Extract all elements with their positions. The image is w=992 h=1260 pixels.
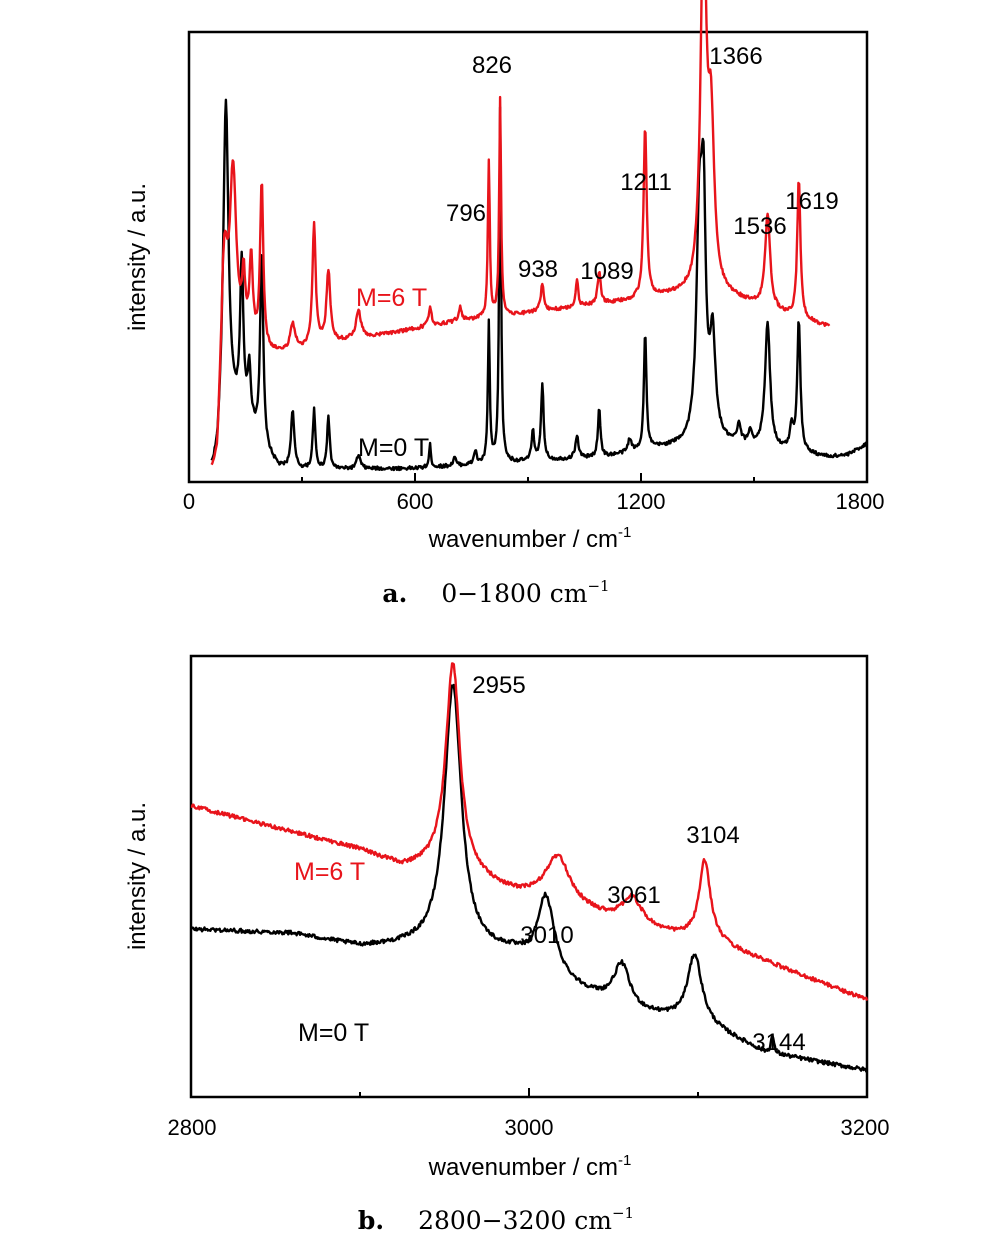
caption-b: b. 2800−3200 cm−1 [358,1204,634,1235]
x-axis-ticks [188,473,868,482]
tick-label: 3000 [505,1115,554,1140]
peak-label: 796 [446,200,486,227]
peak-label: 1536 [733,213,786,240]
tick-label: 1800 [836,489,885,514]
panel-a-chart: 0 600 1200 1800 wavenumber / cm-1 intens… [124,0,884,608]
caption-a: a. 0−1800 cm−1 [382,577,609,608]
peak-label: 2955 [472,672,525,699]
peak-label: 1089 [580,258,633,285]
series-line-m0 [190,683,869,1073]
peak-label: 3144 [752,1029,805,1056]
series-line-m0 [210,98,869,472]
x-axis-title: wavenumber / cm-1 [428,524,632,553]
tick-label: 0 [183,489,195,514]
peak-label: 1619 [785,188,838,215]
peak-label: 3010 [520,922,573,949]
series-label-m6: M=6 T [294,858,365,886]
tick-label: 3200 [841,1115,890,1140]
peak-label: 1366 [709,43,762,70]
tick-label: 1200 [617,489,666,514]
peak-label: 3061 [607,882,660,909]
tick-label: 2800 [168,1115,217,1140]
x-axis-ticks [190,1088,868,1097]
x-axis-title: wavenumber / cm-1 [428,1152,632,1181]
peak-label: 938 [518,256,558,283]
series-label-m0: M=0 T [298,1019,369,1047]
series-line-m6 [190,662,869,1001]
peak-label: 3104 [686,822,739,849]
series-line-m6 [210,0,831,466]
panel-b-chart: 2800 3000 3200 wavenumber / cm-1 intensi… [124,654,890,1235]
peak-label: 826 [472,52,512,79]
tick-label: 600 [397,489,434,514]
series-label-m0: M=0 T [358,434,429,462]
series-lines [190,662,869,1073]
y-axis-title: intensity / a.u. [124,183,151,331]
series-label-m6: M=6 T [356,284,427,312]
y-axis-title: intensity / a.u. [124,802,151,950]
peak-label: 1211 [620,169,672,196]
series-lines [210,0,869,472]
